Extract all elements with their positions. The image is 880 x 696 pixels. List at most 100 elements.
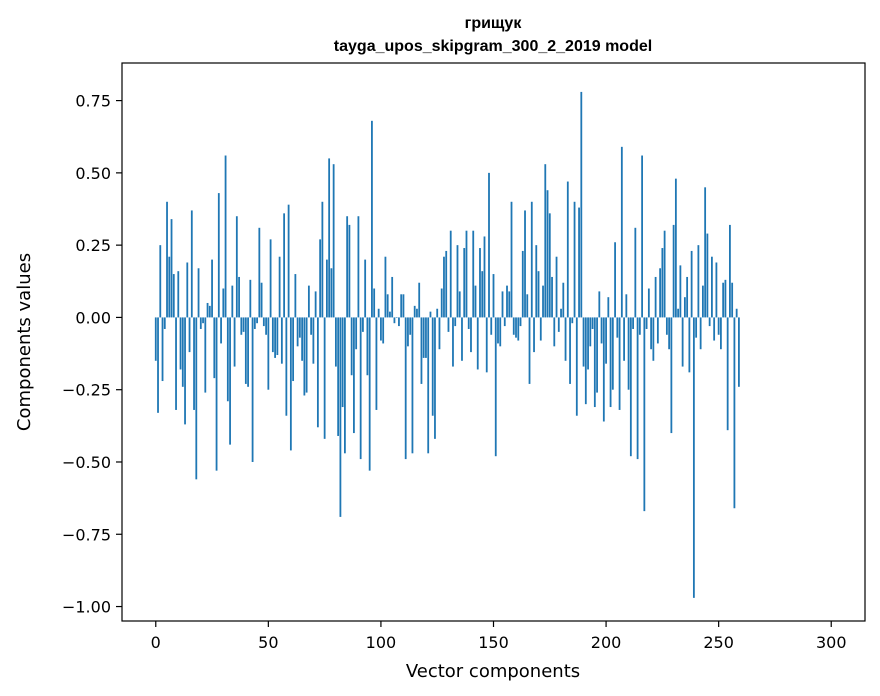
bar [578, 207, 580, 318]
bar [289, 317, 292, 451]
bar [274, 317, 276, 358]
bar [611, 317, 614, 390]
bars [154, 91, 740, 598]
bar [607, 297, 610, 318]
bar [181, 317, 184, 387]
chart-title: грищук [465, 15, 523, 32]
bar [449, 230, 452, 318]
bar [231, 285, 234, 318]
bar [213, 317, 216, 379]
bar [564, 317, 567, 361]
bar [548, 213, 551, 318]
bar [596, 317, 598, 393]
bar [220, 317, 222, 344]
bar [726, 317, 729, 431]
bar [337, 317, 340, 436]
bar [350, 317, 353, 376]
bar [373, 288, 376, 318]
bar [521, 250, 524, 318]
bar [463, 248, 466, 318]
bar [285, 317, 288, 416]
bar [497, 317, 499, 344]
bar [359, 317, 362, 460]
bar [292, 317, 295, 382]
bar [307, 285, 310, 318]
bar [260, 282, 263, 318]
bar [413, 305, 416, 318]
bar [494, 317, 497, 457]
bar [526, 294, 529, 318]
bar [325, 259, 328, 318]
bar [249, 279, 252, 318]
bar [429, 311, 432, 318]
y-tick-label: 0.75 [75, 92, 111, 111]
bar [699, 317, 702, 350]
bar [364, 259, 367, 318]
bar [656, 317, 659, 344]
bar [242, 317, 245, 332]
bar [661, 248, 664, 318]
bar [663, 230, 666, 318]
bar [395, 317, 398, 319]
x-tick-label: 150 [478, 633, 509, 652]
bar [614, 242, 616, 318]
bar [409, 317, 412, 335]
x-tick-label: 50 [258, 633, 278, 652]
bar [166, 201, 168, 318]
bar [724, 279, 727, 318]
bar [348, 224, 351, 318]
bar [508, 291, 511, 318]
bar [382, 317, 385, 344]
bar [720, 317, 722, 350]
bar [380, 317, 382, 341]
bar [616, 317, 619, 338]
bar [422, 317, 425, 358]
bar [659, 268, 662, 318]
bar [713, 317, 716, 341]
y-tick-label: 0.00 [75, 308, 111, 327]
bar [211, 259, 213, 318]
bar [386, 294, 389, 318]
bar [411, 317, 414, 454]
x-tick-label: 0 [151, 633, 161, 652]
y-tick-label: 0.50 [75, 164, 111, 183]
bar [208, 305, 211, 318]
bar [542, 285, 544, 318]
bar [206, 302, 209, 318]
bar [690, 250, 693, 318]
bar [645, 317, 648, 329]
bar [654, 276, 657, 318]
bar [524, 210, 526, 318]
bar [197, 268, 200, 318]
bar [454, 317, 457, 327]
bar [636, 317, 639, 460]
bar [440, 288, 443, 318]
bar [407, 317, 409, 347]
bar [314, 291, 317, 318]
bar [276, 317, 279, 356]
bar [258, 227, 261, 318]
bar [458, 291, 461, 318]
bar [215, 317, 218, 471]
bar [697, 245, 700, 318]
bar [692, 317, 695, 598]
bar [600, 317, 603, 344]
bar [627, 317, 630, 390]
bar [731, 282, 734, 318]
bar [605, 317, 607, 364]
bar [506, 285, 508, 318]
bar [366, 317, 369, 376]
bar [537, 271, 540, 318]
bar [717, 317, 720, 335]
bar [154, 317, 157, 361]
bar [544, 164, 547, 318]
bar [677, 308, 680, 318]
bar [244, 317, 247, 384]
bar [175, 317, 177, 410]
bar [474, 285, 477, 318]
bar [341, 317, 344, 408]
bar [445, 250, 448, 318]
bar [222, 288, 225, 318]
bar [733, 317, 736, 509]
